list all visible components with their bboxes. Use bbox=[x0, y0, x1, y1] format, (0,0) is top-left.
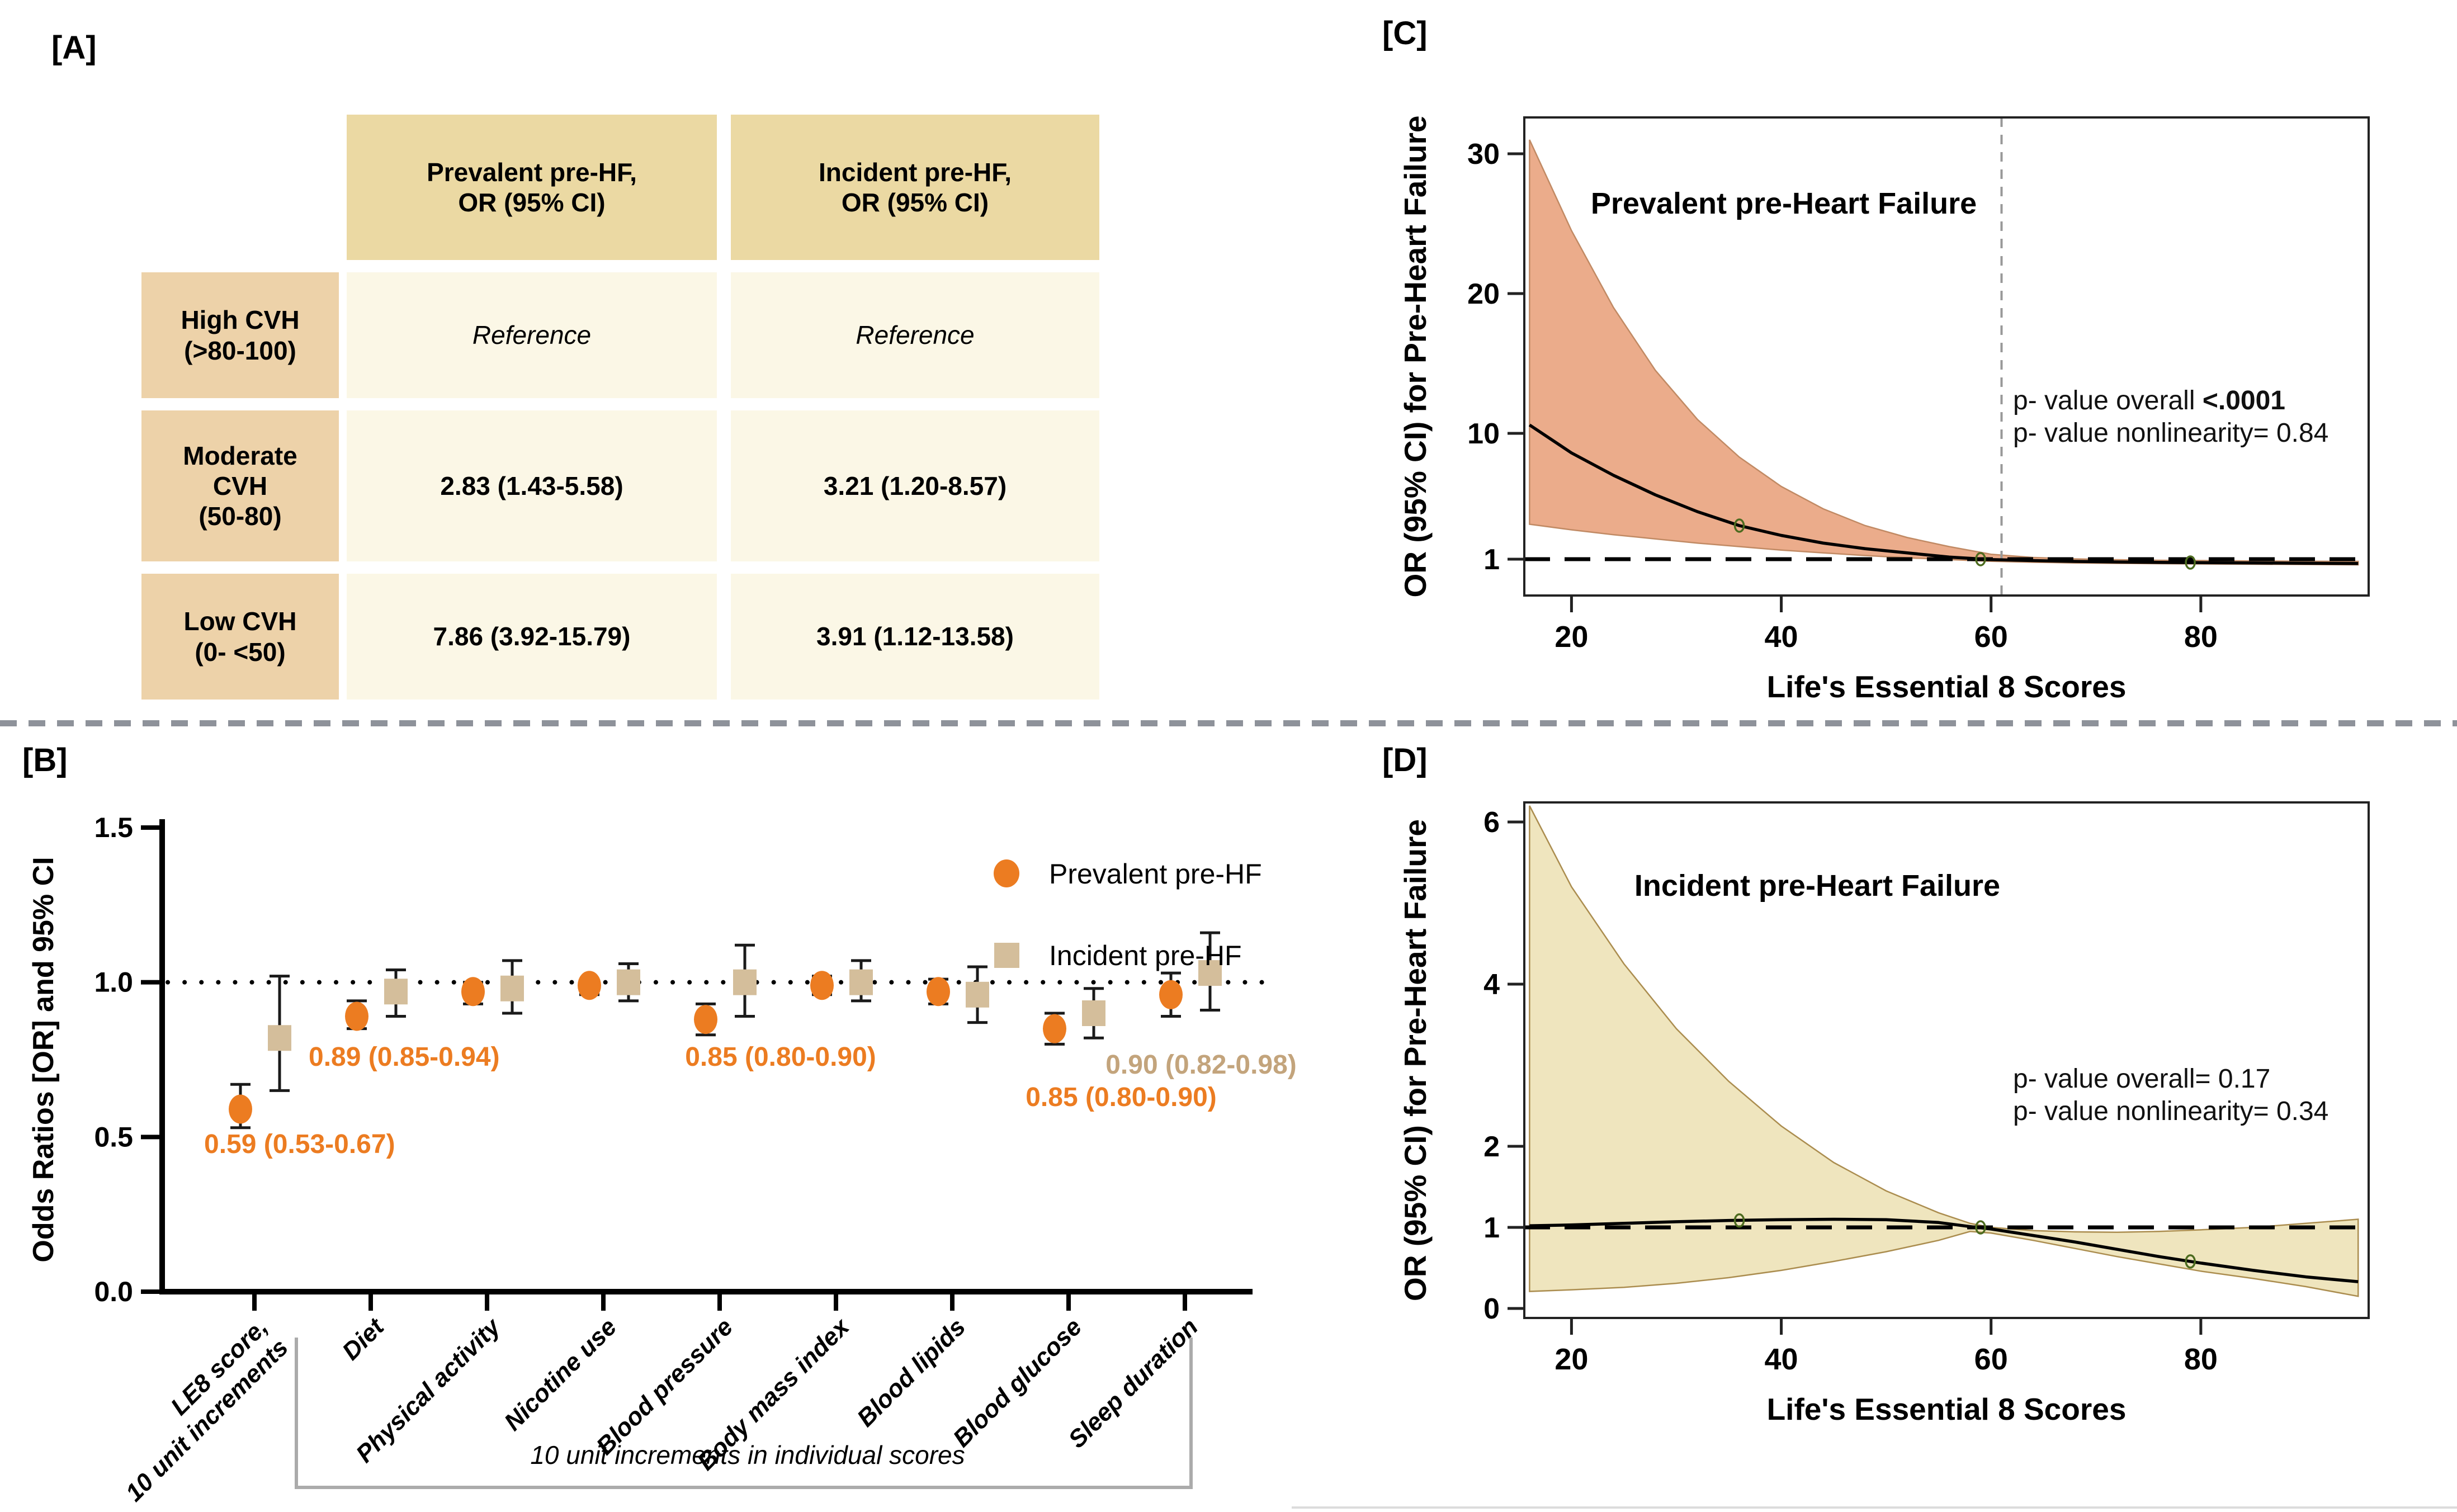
b-value-annotation: 0.90 (0.82-0.98) bbox=[1105, 1050, 1297, 1080]
panel-b-forest-plot: 0.0 0.5 1.0 1.5 Odds Ratios [OR] and 95% CI L… bbox=[27, 812, 1297, 1507]
b-category-label: Diet bbox=[337, 1312, 390, 1365]
chartC-knot-marker bbox=[2185, 555, 2196, 570]
cell-high-prevalent: Reference bbox=[347, 272, 717, 398]
chartD-plot-box bbox=[1523, 801, 2370, 1319]
legend-incident-marker bbox=[994, 943, 1019, 968]
b-bracket-caption: 10 unit increments in individual scores bbox=[530, 1440, 965, 1470]
b-bracket bbox=[295, 1338, 1193, 1489]
panel-a-label: [A] bbox=[51, 30, 97, 66]
b-incident-point bbox=[500, 975, 524, 1001]
chartD-y-tick-label: 2 bbox=[1483, 1131, 1500, 1163]
b-category-label: Nicotine use bbox=[499, 1313, 622, 1436]
chartC-knot-marker bbox=[1975, 552, 1986, 566]
cell-moderate-incident: 3.21 (1.20-8.57) bbox=[731, 410, 1099, 561]
chartD-x-tick-label: 20 bbox=[1554, 1343, 1588, 1376]
chartD-x-tick-label: 40 bbox=[1765, 1343, 1798, 1376]
b-prevalent-point bbox=[461, 977, 485, 1007]
b-y-tick-label: 1.0 bbox=[94, 967, 133, 998]
cell-low-incident: 3.91 (1.12-13.58) bbox=[731, 574, 1099, 700]
b-incident-point bbox=[733, 969, 757, 995]
chartD-y-tick-label: 0 bbox=[1483, 1293, 1500, 1325]
b-value-annotation: 0.85 (0.80-0.90) bbox=[685, 1042, 876, 1072]
b-prevalent-point bbox=[229, 1094, 252, 1124]
panel-c-spline-plot: 1 10 20 30 20 40 60 80 Prevalent pre-Heart Failu… bbox=[1398, 116, 2370, 704]
b-prevalent-point bbox=[927, 977, 950, 1007]
row-header-moderate-cvh: Moderate CVH (50-80) bbox=[141, 410, 339, 561]
b-category-label: Blood lipids bbox=[852, 1313, 971, 1432]
b-incident-point bbox=[966, 981, 989, 1008]
b-y-tick-label: 0.5 bbox=[94, 1121, 133, 1152]
chartD-ci-band bbox=[1529, 805, 2359, 1297]
panel-divider-dashed-line bbox=[0, 720, 2457, 726]
chartD-x-tick-label: 80 bbox=[2184, 1343, 2218, 1376]
chartC-y-tick-label: 10 bbox=[1467, 418, 1500, 450]
chartC-p-value-line: p- value overall <.0001 bbox=[2013, 386, 2285, 415]
chartC-p-value-line: p- value nonlinearity= 0.84 bbox=[2013, 418, 2328, 448]
panel-b-label: [B] bbox=[22, 742, 68, 778]
panel-d-spline-plot: 0 1 2 4 6 20 40 60 80 Incident pre-Heart Failure L… bbox=[1398, 801, 2370, 1426]
cell-low-prevalent: 7.86 (3.92-15.79) bbox=[347, 574, 717, 700]
chartD-knot-marker bbox=[1733, 1213, 1745, 1228]
b-incident-point bbox=[1082, 1000, 1105, 1027]
b-value-annotation: 0.59 (0.53-0.67) bbox=[204, 1130, 395, 1159]
b-incident-point bbox=[268, 1025, 291, 1051]
b-prevalent-point bbox=[694, 1005, 717, 1034]
legend-prevalent-label: Prevalent pre-HF bbox=[1049, 858, 1262, 890]
chartC-inner-title: Prevalent pre-Heart Failure bbox=[1591, 187, 1977, 220]
panel-c-label: [C] bbox=[1382, 15, 1428, 51]
b-value-annotation: 0.89 (0.85-0.94) bbox=[309, 1042, 500, 1072]
chartD-y-axis-title: OR (95% CI) for Pre-Heart Failure bbox=[1398, 819, 1433, 1301]
chartD-spline-curve bbox=[1529, 1217, 2359, 1283]
chartD-x-tick-label: 60 bbox=[1974, 1343, 2008, 1376]
chartD-knot-marker bbox=[1975, 1220, 1986, 1235]
b-prevalent-point bbox=[810, 971, 834, 1000]
chartD-p-value-line: p- value nonlinearity= 0.34 bbox=[2013, 1097, 2328, 1126]
chartD-y-tick-label: 4 bbox=[1483, 968, 1500, 1001]
chartC-y-axis-title: OR (95% CI) for Pre-Heart Failure bbox=[1398, 116, 1433, 598]
b-prevalent-point bbox=[1043, 1014, 1066, 1043]
b-incident-point bbox=[617, 969, 640, 995]
b-incident-point bbox=[384, 979, 408, 1005]
chartC-y-tick-label: 1 bbox=[1483, 544, 1500, 576]
chartD-p-value-line: p- value overall= 0.17 bbox=[2013, 1064, 2270, 1094]
b-category-label: LE8 score,10 unit increments bbox=[100, 1313, 294, 1506]
legend-incident-label: Incident pre-HF bbox=[1049, 940, 1242, 971]
chartC-x-tick-label: 40 bbox=[1765, 620, 1798, 654]
cell-high-incident: Reference bbox=[731, 272, 1099, 398]
chartC-x-tick-label: 20 bbox=[1554, 620, 1588, 654]
b-prevalent-point bbox=[345, 1001, 368, 1031]
b-incident-point bbox=[849, 969, 873, 995]
row-header-high-cvh: High CVH (>80-100) bbox=[141, 272, 339, 398]
chartC-x-tick-label: 60 bbox=[1974, 620, 2008, 654]
b-value-annotation: 0.85 (0.80-0.90) bbox=[1026, 1083, 1217, 1112]
col-header-incident-prehf: Incident pre-HF, OR (95% CI) bbox=[731, 115, 1099, 260]
chartC-ci-band bbox=[1529, 139, 2359, 566]
chartD-x-axis-title: Life's Essential 8 Scores bbox=[1767, 1392, 2127, 1426]
b-prevalent-point bbox=[1159, 980, 1183, 1009]
chartC-y-tick-label: 30 bbox=[1467, 138, 1500, 171]
b-y-tick-label: 0.0 bbox=[94, 1276, 133, 1307]
b-y-tick-label: 1.5 bbox=[94, 812, 133, 843]
col-header-prevalent-prehf: Prevalent pre-HF, OR (95% CI) bbox=[347, 115, 717, 260]
chartC-plot-box bbox=[1523, 116, 2370, 597]
chartC-knot-marker bbox=[1733, 518, 1745, 533]
chartC-y-tick-label: 20 bbox=[1467, 278, 1500, 310]
chartD-knot-marker bbox=[2185, 1254, 2196, 1269]
row-header-low-cvh: Low CVH (0- <50) bbox=[141, 574, 339, 700]
chartC-x-axis-title: Life's Essential 8 Scores bbox=[1767, 669, 2127, 704]
b-incident-point bbox=[1198, 960, 1222, 986]
b-prevalent-point bbox=[578, 971, 601, 1000]
b-y-axis-title: Odds Ratios [OR] and 95% CI bbox=[27, 857, 60, 1262]
chartD-y-tick-label: 6 bbox=[1483, 806, 1500, 839]
legend-prevalent-marker bbox=[994, 859, 1019, 887]
chartD-inner-title: Incident pre-Heart Failure bbox=[1634, 869, 2000, 903]
panel-d-label: [D] bbox=[1382, 742, 1428, 778]
chartD-y-tick-label: 1 bbox=[1483, 1212, 1500, 1244]
cell-moderate-prevalent: 2.83 (1.43-5.58) bbox=[347, 410, 717, 561]
bottom-edge-line bbox=[1292, 1506, 2457, 1509]
chartC-x-tick-label: 80 bbox=[2184, 620, 2218, 654]
